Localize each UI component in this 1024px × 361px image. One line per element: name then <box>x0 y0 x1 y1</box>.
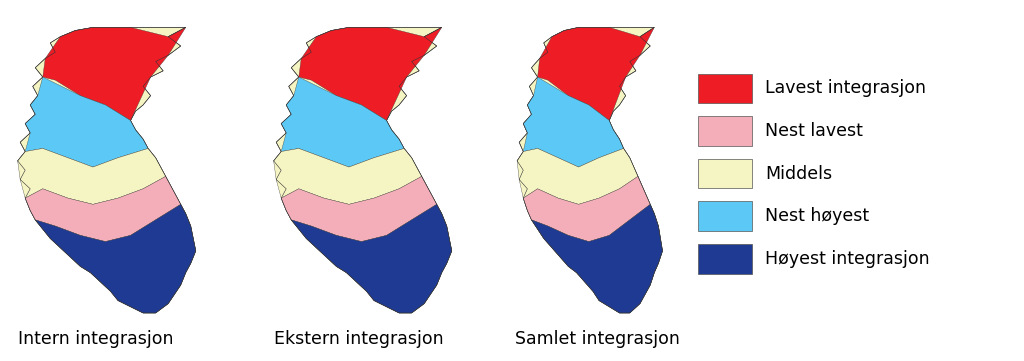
Text: Intern integrasjon: Intern integrasjon <box>18 330 174 348</box>
Polygon shape <box>17 148 166 204</box>
Polygon shape <box>282 77 404 167</box>
Text: Middels: Middels <box>765 165 833 183</box>
Bar <box>698 244 752 274</box>
Bar <box>698 116 752 146</box>
Polygon shape <box>26 177 180 242</box>
Bar <box>698 159 752 188</box>
Text: Samlet integrasjon: Samlet integrasjon <box>515 330 680 348</box>
Polygon shape <box>43 27 185 121</box>
Polygon shape <box>517 27 663 313</box>
Polygon shape <box>35 204 196 313</box>
Text: Lavest integrasjon: Lavest integrasjon <box>765 79 926 97</box>
Text: Nest høyest: Nest høyest <box>765 207 869 225</box>
Polygon shape <box>523 77 624 167</box>
Polygon shape <box>282 177 436 242</box>
Text: Høyest integrasjon: Høyest integrasjon <box>765 250 930 268</box>
Polygon shape <box>299 27 441 121</box>
Bar <box>698 74 752 103</box>
Polygon shape <box>517 148 638 204</box>
Text: Ekstern integrasjon: Ekstern integrasjon <box>274 330 444 348</box>
Text: Nest lavest: Nest lavest <box>765 122 863 140</box>
Polygon shape <box>523 177 650 242</box>
Polygon shape <box>531 204 663 313</box>
Polygon shape <box>538 27 654 121</box>
Bar <box>698 201 752 231</box>
Polygon shape <box>26 77 148 167</box>
Polygon shape <box>17 27 196 313</box>
Polygon shape <box>273 27 452 313</box>
Polygon shape <box>291 204 452 313</box>
Polygon shape <box>273 148 422 204</box>
